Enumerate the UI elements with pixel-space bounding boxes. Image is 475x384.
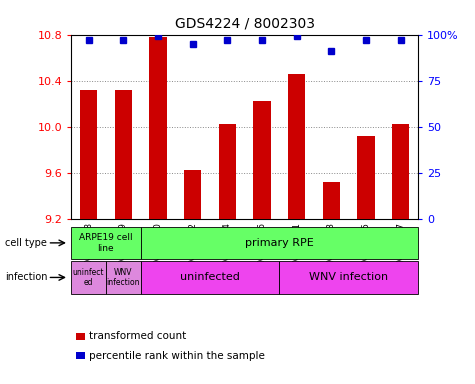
Bar	[357, 136, 375, 219]
Text: uninfected: uninfected	[180, 272, 240, 283]
Text: infection: infection	[5, 272, 47, 283]
Bar	[149, 37, 167, 219]
Bar	[76, 352, 85, 359]
Bar	[184, 170, 201, 219]
Text: percentile rank within the sample: percentile rank within the sample	[89, 351, 265, 361]
Bar	[80, 90, 97, 219]
Bar	[288, 74, 305, 219]
Bar	[218, 124, 236, 219]
Text: WNV
infection: WNV infection	[106, 268, 140, 287]
Text: cell type: cell type	[5, 238, 47, 248]
Title: GDS4224 / 8002303: GDS4224 / 8002303	[175, 17, 314, 31]
Text: transformed count: transformed count	[89, 331, 187, 341]
Bar	[141, 227, 418, 259]
Bar	[106, 261, 141, 294]
Bar	[76, 333, 85, 340]
Bar	[114, 90, 132, 219]
Bar	[71, 227, 141, 259]
Bar	[141, 261, 279, 294]
Bar	[392, 124, 409, 219]
Bar	[253, 101, 271, 219]
Text: ARPE19 cell
line: ARPE19 cell line	[79, 233, 133, 253]
Text: WNV infection: WNV infection	[309, 272, 388, 283]
Bar	[71, 261, 106, 294]
Bar	[323, 182, 340, 219]
Text: uninfect
ed: uninfect ed	[73, 268, 104, 287]
Bar	[279, 261, 418, 294]
Text: primary RPE: primary RPE	[245, 238, 314, 248]
